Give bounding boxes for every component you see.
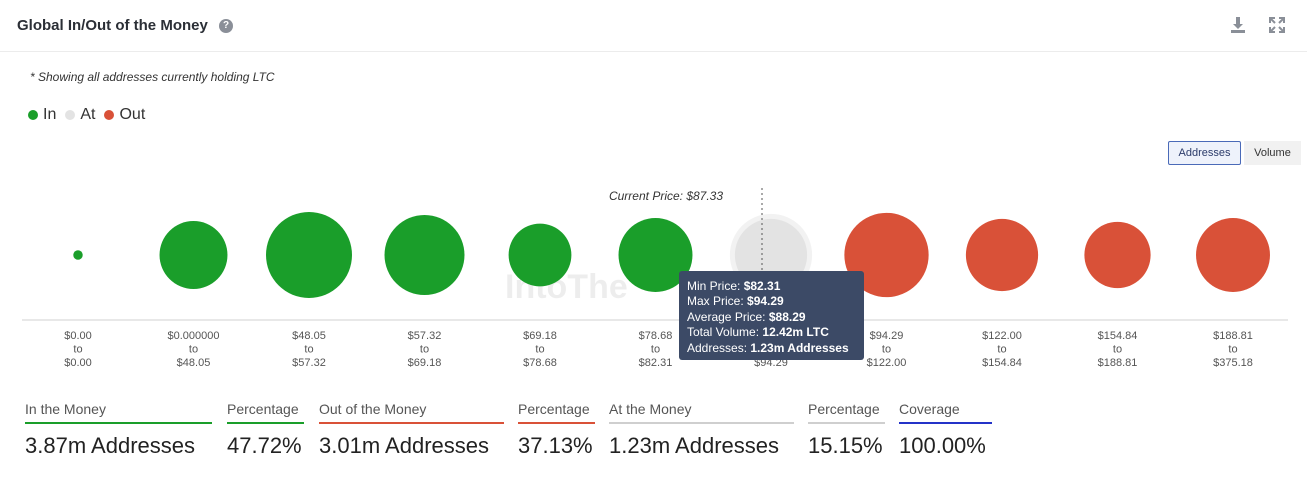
bubble-out[interactable]: [1196, 218, 1270, 292]
stat-value: 15.15%: [808, 433, 883, 458]
stat-value: 37.13%: [518, 433, 593, 458]
stat-coverage: Coverage 100.00%: [899, 400, 992, 459]
stat-label: In the Money: [25, 400, 212, 424]
stat-value: 3.87m Addresses: [25, 433, 195, 458]
x-tick-label: $188.81 to $375.18: [1213, 330, 1253, 369]
legend-item-at[interactable]: At: [65, 106, 95, 124]
holding-note: * Showing all addresses currently holdin…: [30, 70, 275, 84]
x-tick-label: $69.18 to $78.68: [523, 330, 557, 369]
tooltip-line: Total Volume: 12.42m LTC: [687, 325, 829, 340]
x-tick-label: $122.00 to $154.84: [982, 330, 1022, 369]
legend-dot-at: [65, 110, 76, 120]
stat-label: Percentage: [808, 400, 885, 424]
stat-label: Percentage: [227, 400, 304, 424]
bubble-in[interactable]: [73, 250, 83, 260]
stat-in-percentage: Percentage 47.72%: [227, 400, 304, 459]
stat-value: 1.23m Addresses: [609, 433, 779, 458]
legend-item-out[interactable]: Out: [104, 106, 145, 124]
addresses-toggle-button[interactable]: Addresses: [1168, 141, 1241, 165]
x-tick-label: $0.00 to $0.00: [64, 330, 92, 369]
stat-value: 47.72%: [227, 433, 302, 458]
stat-value: 100.00%: [899, 433, 986, 458]
tooltip-line: Min Price: $82.31: [687, 279, 781, 293]
bubble-in[interactable]: [159, 221, 228, 289]
x-tick-label: $78.68 to $82.31: [639, 330, 673, 369]
legend-label-at: At: [80, 106, 96, 123]
bubble-chart: IntoThe Current Price: $87.33 $0.00 to $0.…: [22, 188, 1288, 369]
legend: In At Out: [28, 106, 154, 124]
bubble-out[interactable]: [844, 212, 929, 298]
volume-toggle-button[interactable]: Volume: [1244, 141, 1301, 165]
tooltip-line: Average Price: $88.29: [687, 309, 806, 324]
download-icon[interactable]: [1228, 15, 1248, 35]
x-tick-label: $48.05 to $57.32: [292, 330, 326, 369]
bubble-out[interactable]: [1084, 221, 1151, 289]
bubble-out[interactable]: [965, 218, 1039, 292]
legend-item-in[interactable]: In: [28, 106, 56, 124]
legend-label-in: In: [43, 106, 57, 123]
chart-tooltip: Min Price: $82.31 Max Price: $94.29 Aver…: [679, 271, 864, 360]
bubble-in[interactable]: [384, 215, 465, 295]
x-tick-label: $57.32 to $69.18: [408, 330, 442, 369]
stat-label: Out of the Money: [319, 400, 504, 424]
question-circle-icon[interactable]: ?: [219, 19, 233, 33]
tooltip-line: Max Price: $94.29: [687, 294, 784, 309]
bubble-in[interactable]: [618, 218, 693, 292]
expand-icon[interactable]: [1267, 15, 1287, 35]
stat-out-of-the-money: Out of the Money 3.01m Addresses: [319, 400, 504, 459]
stat-label: Percentage: [518, 400, 595, 424]
bubble-in[interactable]: [508, 223, 572, 287]
stat-label: At the Money: [609, 400, 794, 424]
stat-at-the-money: At the Money 1.23m Addresses: [609, 400, 794, 459]
legend-dot-in: [28, 110, 38, 120]
legend-label-out: Out: [119, 106, 146, 123]
bubble-in[interactable]: [266, 212, 352, 298]
x-tick-label: $154.84 to $188.81: [1098, 330, 1138, 369]
legend-dot-out: [104, 110, 115, 120]
stat-in-the-money: In the Money 3.87m Addresses: [25, 400, 212, 459]
x-tick-label: $0.000000 to $48.05: [168, 330, 220, 369]
stat-value: 3.01m Addresses: [319, 433, 489, 458]
x-tick-label: $94.29 to $122.00: [867, 330, 907, 369]
current-price-label: Current Price: $87.33: [609, 189, 723, 203]
tooltip-line: Addresses: 1.23m Addresses: [687, 340, 849, 355]
stat-at-percentage: Percentage 15.15%: [808, 400, 885, 459]
card-header: Global In/Out of the Money ?: [0, 0, 1307, 52]
stat-out-percentage: Percentage 37.13%: [518, 400, 595, 459]
page-title: Global In/Out of the Money: [17, 17, 208, 34]
stat-label: Coverage: [899, 400, 992, 424]
